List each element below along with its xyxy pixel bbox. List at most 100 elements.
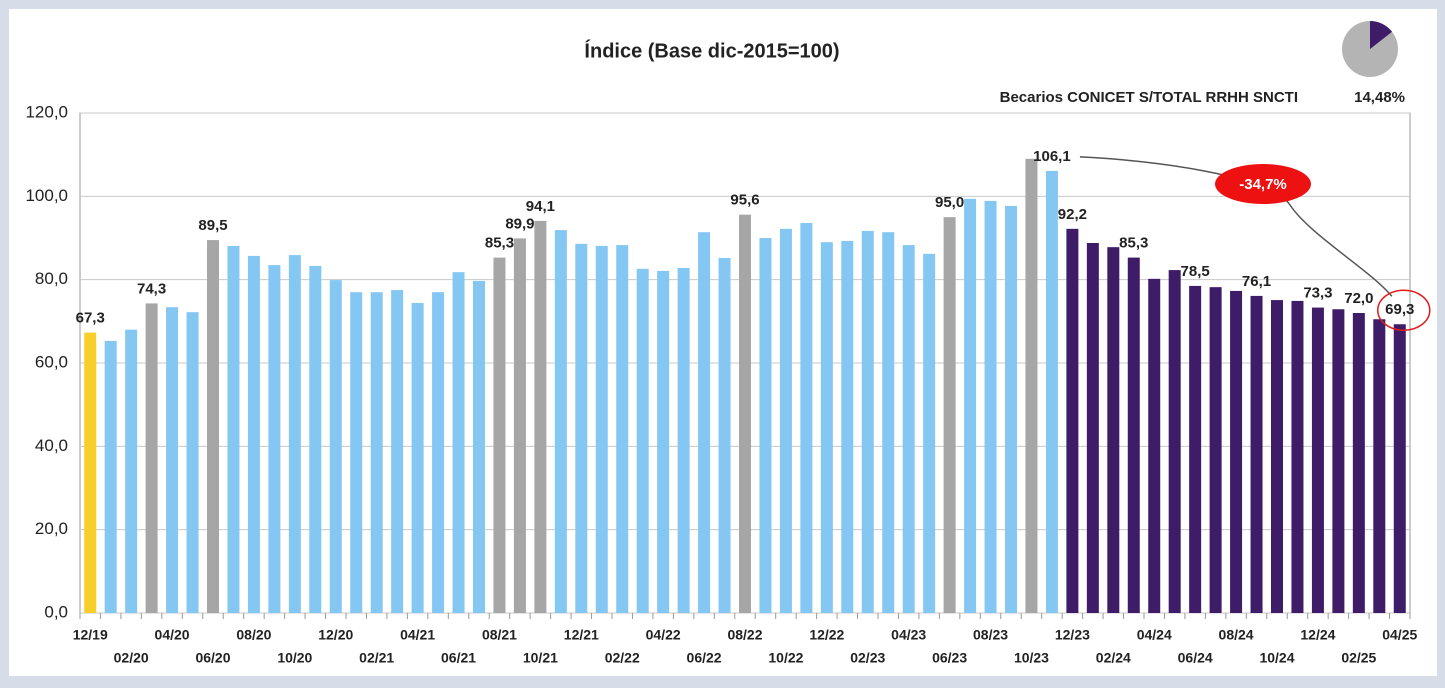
value-label: 95,0: [935, 194, 964, 211]
x-tick-label: 08/24: [1219, 627, 1254, 643]
x-tick-label: 04/25: [1382, 627, 1417, 643]
x-tick-label: 08/22: [727, 627, 762, 643]
bar: [84, 332, 97, 613]
bar: [759, 238, 772, 613]
y-tick-label: 120,0: [25, 102, 68, 121]
bar: [411, 303, 424, 613]
y-tick-label: 100,0: [25, 186, 68, 205]
x-tick-label: 02/23: [850, 650, 885, 666]
value-label: 72,0: [1344, 290, 1373, 307]
x-tick-label: 10/24: [1259, 650, 1294, 666]
bar: [657, 270, 670, 613]
value-label: 76,1: [1242, 273, 1271, 290]
bar: [1127, 257, 1140, 613]
x-tick-label: 10/23: [1014, 650, 1049, 666]
bar: [1393, 324, 1406, 613]
bar: [779, 228, 792, 614]
x-tick-label: 12/20: [318, 627, 353, 643]
bar: [1045, 170, 1058, 613]
x-tick-label: 12/22: [809, 627, 844, 643]
y-tick-label: 60,0: [35, 352, 68, 371]
bar: [841, 240, 854, 613]
bar: [1209, 287, 1222, 613]
value-label: 95,6: [730, 192, 759, 209]
bar: [698, 232, 711, 613]
bar: [882, 232, 895, 613]
value-label: 106,1: [1033, 148, 1071, 165]
bar: [288, 255, 301, 614]
bar: [636, 268, 649, 613]
y-tick-label: 20,0: [35, 519, 68, 538]
x-tick-label: 04/21: [400, 627, 435, 643]
bar: [554, 230, 567, 614]
x-tick-label: 08/21: [482, 627, 517, 643]
value-label: 74,3: [137, 280, 166, 297]
bar: [984, 200, 997, 613]
bar: [125, 329, 138, 613]
bar: [452, 272, 465, 613]
bar: [1168, 270, 1181, 613]
x-tick-label: 12/19: [73, 627, 108, 643]
inset-label: Becarios CONICET S/TOTAL RRHH SNCTI: [1000, 89, 1298, 106]
bar: [861, 230, 874, 613]
x-tick-label: 10/22: [768, 650, 803, 666]
bar: [145, 303, 158, 613]
x-tick-label: 04/20: [155, 627, 190, 643]
x-tick-label: 04/23: [891, 627, 926, 643]
x-tick-label: 02/22: [605, 650, 640, 666]
bar: [207, 240, 219, 614]
x-tick-label: 02/24: [1096, 650, 1131, 666]
bar: [1311, 307, 1324, 613]
bar: [575, 243, 588, 614]
bar: [739, 214, 751, 613]
bar: [534, 220, 547, 613]
value-label: 73,3: [1303, 285, 1332, 302]
x-tick-label: 06/22: [687, 650, 722, 666]
bar: [1250, 295, 1263, 613]
x-tick-label: 06/23: [932, 650, 967, 666]
bar: [1332, 309, 1345, 613]
bar: [902, 245, 915, 614]
bar: [227, 245, 240, 613]
bar: [616, 245, 629, 614]
x-tick-label: 08/20: [236, 627, 271, 643]
bar: [820, 242, 833, 613]
bar: [800, 223, 813, 613]
bar: [1086, 243, 1099, 613]
value-label: 94,1: [526, 198, 555, 215]
bar: [513, 238, 526, 613]
value-label: 69,3: [1385, 301, 1414, 318]
bar: [1230, 290, 1243, 613]
x-tick-label: 12/21: [564, 627, 599, 643]
bar: [493, 257, 506, 613]
bar: [247, 255, 260, 613]
value-label: 89,5: [198, 217, 227, 234]
bar: [350, 292, 363, 613]
bar: [309, 265, 322, 613]
bar: [268, 265, 281, 613]
x-tick-label: 10/21: [523, 650, 558, 666]
bar: [166, 307, 179, 613]
bar: [1107, 247, 1120, 613]
x-tick-label: 04/22: [646, 627, 681, 643]
value-label: 92,2: [1058, 206, 1087, 223]
chart-title: Índice (Base dic-2015=100): [584, 39, 839, 62]
x-tick-label: 02/21: [359, 650, 394, 666]
y-tick-label: 0,0: [44, 602, 68, 621]
bar: [595, 245, 608, 613]
x-tick-label: 06/21: [441, 650, 476, 666]
bar: [943, 217, 956, 613]
bar: [1291, 300, 1304, 613]
bar: [677, 268, 690, 613]
bar: [964, 198, 977, 614]
y-tick-label: 80,0: [35, 269, 68, 288]
x-tick-label: 12/23: [1055, 627, 1090, 643]
bar: [473, 280, 485, 613]
pie-slice: [1370, 21, 1393, 49]
value-label: 85,3: [485, 235, 514, 252]
bar: [1066, 228, 1079, 614]
x-tick-label: 04/24: [1137, 627, 1172, 643]
bar: [104, 340, 117, 613]
